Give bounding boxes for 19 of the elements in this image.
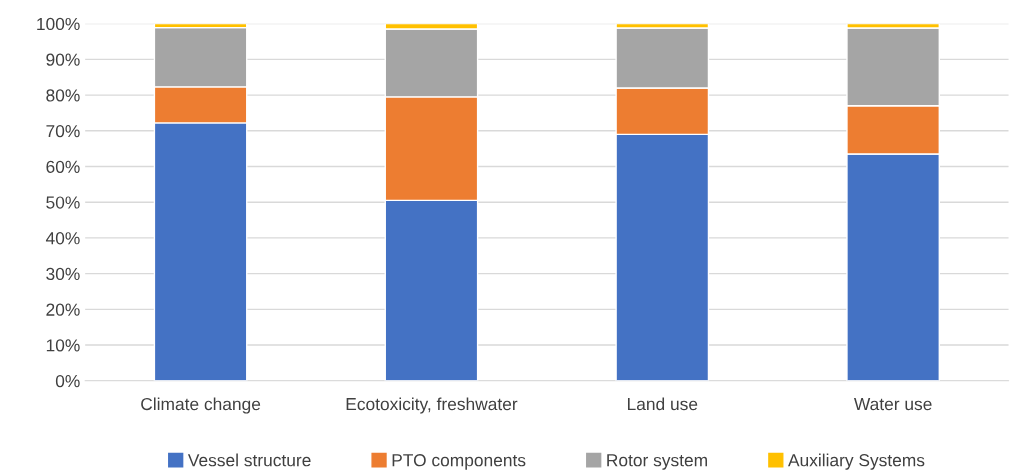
y-tick-label: 20% bbox=[46, 303, 80, 316]
y-tick-label: 50% bbox=[46, 196, 80, 209]
y-tick-label: 90% bbox=[46, 53, 80, 66]
y-tick-label: 60% bbox=[46, 160, 80, 173]
legend-label: PTO components bbox=[392, 454, 526, 470]
y-tick-label: 70% bbox=[46, 124, 80, 138]
y-tick-label: 40% bbox=[45, 232, 80, 245]
legend-label: Rotor system bbox=[607, 454, 707, 470]
legend-label: Auxiliary Systems bbox=[788, 453, 925, 470]
y-tick-label: 10% bbox=[46, 339, 80, 352]
y-tick-label: 80% bbox=[46, 89, 80, 102]
x-tick-label: Climate change bbox=[141, 397, 261, 414]
y-tick-label: 30% bbox=[46, 267, 80, 281]
y-tick-label: 0% bbox=[55, 374, 80, 388]
x-tick-label: Ecotoxicity, freshwater bbox=[346, 397, 518, 414]
legend-label: Vessel structure bbox=[187, 453, 311, 467]
x-tick-label: Water use bbox=[853, 398, 932, 411]
y-tick-label: 100% bbox=[37, 17, 80, 31]
x-tick-label: Land use bbox=[627, 397, 698, 411]
